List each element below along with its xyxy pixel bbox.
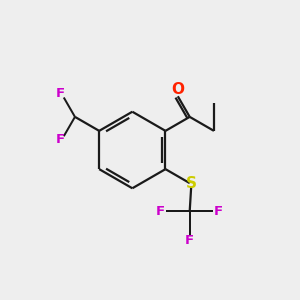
Text: F: F — [185, 234, 194, 247]
Text: S: S — [186, 176, 197, 190]
Text: F: F — [214, 205, 223, 218]
Text: F: F — [156, 205, 165, 218]
Text: F: F — [56, 87, 64, 100]
Text: F: F — [56, 133, 64, 146]
Text: O: O — [171, 82, 184, 97]
